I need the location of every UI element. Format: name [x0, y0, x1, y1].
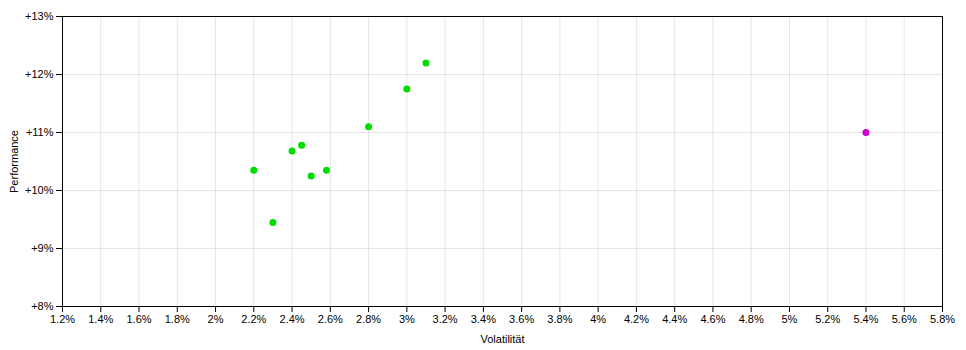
svg-text:4.8%: 4.8% — [739, 313, 764, 325]
svg-text:2.6%: 2.6% — [318, 313, 343, 325]
svg-text:4.2%: 4.2% — [624, 313, 649, 325]
svg-text:5.8%: 5.8% — [930, 313, 955, 325]
svg-text:2.2%: 2.2% — [241, 313, 266, 325]
svg-text:+8%: +8% — [31, 300, 54, 312]
svg-text:3.6%: 3.6% — [509, 313, 534, 325]
svg-text:+11%: +11% — [26, 126, 54, 138]
svg-text:4.4%: 4.4% — [662, 313, 687, 325]
svg-text:3.2%: 3.2% — [433, 313, 458, 325]
svg-text:2%: 2% — [208, 313, 224, 325]
svg-text:5.6%: 5.6% — [892, 313, 917, 325]
svg-text:+9%: +9% — [31, 242, 54, 254]
svg-text:Volatilität: Volatilität — [480, 333, 524, 345]
svg-text:3%: 3% — [399, 313, 415, 325]
svg-text:2.4%: 2.4% — [280, 313, 305, 325]
svg-text:4.6%: 4.6% — [700, 313, 725, 325]
svg-text:1.4%: 1.4% — [88, 313, 113, 325]
svg-text:2.8%: 2.8% — [356, 313, 381, 325]
svg-text:+12%: +12% — [25, 68, 54, 80]
svg-text:5%: 5% — [782, 313, 798, 325]
svg-text:+10%: +10% — [25, 184, 54, 196]
svg-text:3.4%: 3.4% — [471, 313, 496, 325]
svg-text:5.4%: 5.4% — [853, 313, 878, 325]
svg-text:3.8%: 3.8% — [547, 313, 572, 325]
svg-text:+13%: +13% — [25, 10, 54, 22]
svg-text:1.2%: 1.2% — [50, 313, 75, 325]
svg-text:1.6%: 1.6% — [126, 313, 151, 325]
svg-text:1.8%: 1.8% — [165, 313, 190, 325]
svg-text:5.2%: 5.2% — [815, 313, 840, 325]
svg-text:4%: 4% — [590, 313, 606, 325]
svg-text:Performance: Performance — [8, 130, 20, 193]
